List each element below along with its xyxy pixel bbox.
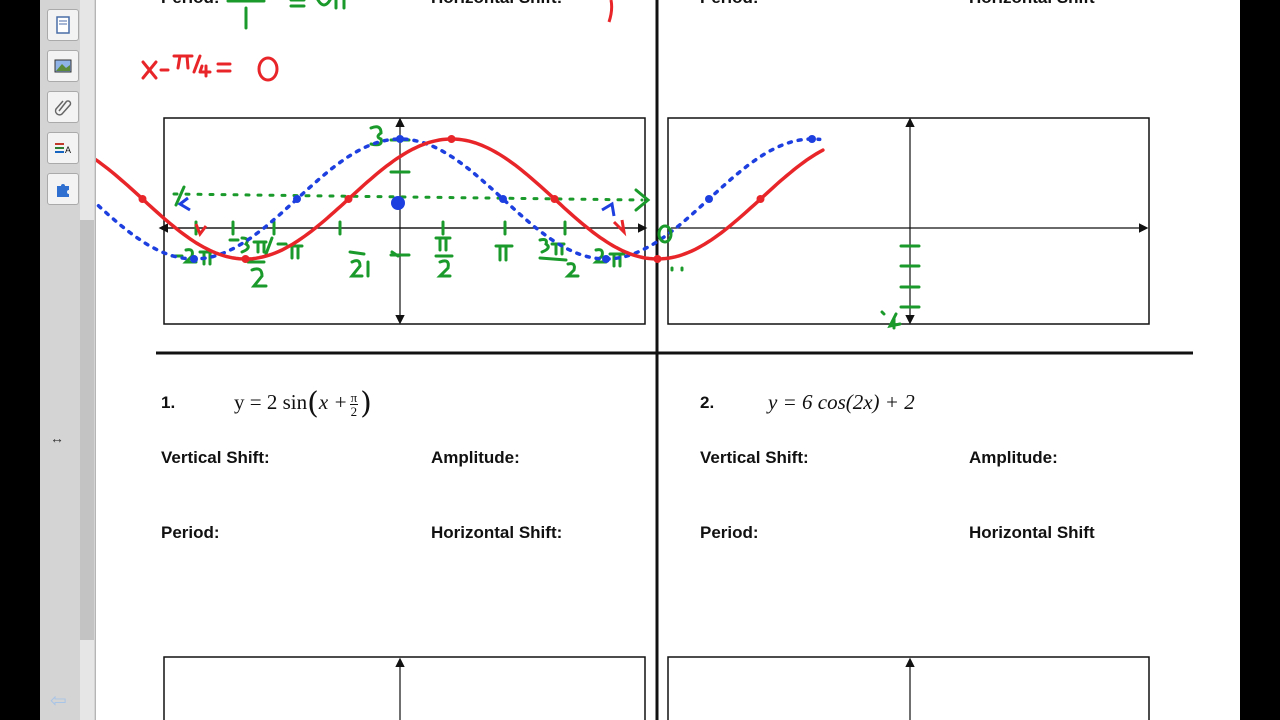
problem-2-vertical-shift-label: Vertical Shift: <box>700 448 809 467</box>
blue-key-point <box>705 195 713 203</box>
paperclip-icon <box>54 100 72 116</box>
red-key-point <box>344 195 353 203</box>
top-right-horizontal-shift-label: Horizontal Shift <box>969 0 1095 8</box>
properties-button[interactable]: A <box>47 132 79 164</box>
properties-icon: A <box>55 143 71 155</box>
worksheet-graphics <box>96 0 1193 720</box>
svg-text:A: A <box>65 145 71 155</box>
sidebar-scrollbar[interactable] <box>80 0 94 720</box>
problem-1-number: 1. <box>161 393 176 412</box>
blue-center-point <box>391 196 405 210</box>
problem-2-number: 2. <box>700 393 715 412</box>
side-toolbar: A ↔ ⇦ <box>40 0 96 720</box>
page-sorter-button[interactable] <box>47 9 79 41</box>
problem-2-amplitude-label: Amplitude: <box>969 448 1058 467</box>
problem-1-vertical-shift-label: Vertical Shift: <box>161 448 270 467</box>
blue-key-point <box>808 135 816 143</box>
graph-2-green-ink <box>657 224 921 330</box>
add-ons-button[interactable] <box>47 173 79 205</box>
red-right-arrowhead <box>612 219 627 237</box>
handwritten-equation <box>141 54 279 82</box>
blue-key-points <box>190 135 816 263</box>
sidebar-scrollbar-thumb[interactable] <box>80 220 94 640</box>
graph-3-grid <box>163 656 646 720</box>
attachments-button[interactable] <box>47 91 79 123</box>
blue-key-point <box>499 195 507 203</box>
red-key-point <box>241 255 250 263</box>
left-black-bar <box>0 0 40 720</box>
gallery-icon <box>54 59 72 73</box>
blue-left-arrowhead <box>177 196 191 212</box>
worksheet-page[interactable]: Period: Horizontal Shift: Period: Horizo… <box>96 0 1240 720</box>
problem-1-horizontal-shift-label: Horizontal Shift: <box>431 523 563 542</box>
blue-right-arrowhead <box>601 201 616 217</box>
top-left-period-label: Period: <box>161 0 220 8</box>
back-arrow-icon[interactable]: ⇦ <box>50 690 67 712</box>
red-key-point <box>756 195 765 203</box>
puzzle-icon <box>57 184 69 197</box>
problem-1-period-label: Period: <box>161 523 220 542</box>
red-left-arrowhead <box>194 223 208 238</box>
graph-4-grid <box>667 656 1150 720</box>
blue-key-point <box>190 255 198 263</box>
blue-key-point <box>293 195 301 203</box>
red-key-point <box>447 135 456 143</box>
blue-key-point <box>396 135 404 143</box>
top-right-period-label: Period: <box>700 0 759 8</box>
gallery-button[interactable] <box>47 50 79 82</box>
right-black-bar <box>1240 0 1280 720</box>
top-left-horizontal-shift-label: Horizontal Shift: <box>431 0 562 8</box>
handwritten-top-fragments <box>226 0 346 30</box>
equation-x: x + <box>318 390 348 414</box>
red-key-point <box>653 255 662 263</box>
problem-2-equation: y = 6 cos(2x) + 2 <box>768 390 915 414</box>
red-sine-curve <box>96 137 825 261</box>
problem-1-amplitude-label: Amplitude: <box>431 448 520 467</box>
red-key-point <box>550 195 559 203</box>
handwritten-red-fragment <box>607 0 614 23</box>
page-sorter-icon <box>56 16 70 34</box>
equation-prefix: y = 2 sin <box>234 390 308 414</box>
red-key-points <box>138 135 765 263</box>
blue-dashed-curve <box>96 137 822 261</box>
resize-handle-icon[interactable]: ↔ <box>50 430 64 446</box>
problem-2-period-label: Period: <box>700 523 759 542</box>
problem-1-equation: y = 2 sin(x + π 2) <box>234 386 372 421</box>
red-key-point <box>138 195 147 203</box>
problem-2-horizontal-shift-label: Horizontal Shift <box>969 523 1095 542</box>
blue-key-point <box>602 255 610 263</box>
graph-2-grid <box>667 117 1150 325</box>
